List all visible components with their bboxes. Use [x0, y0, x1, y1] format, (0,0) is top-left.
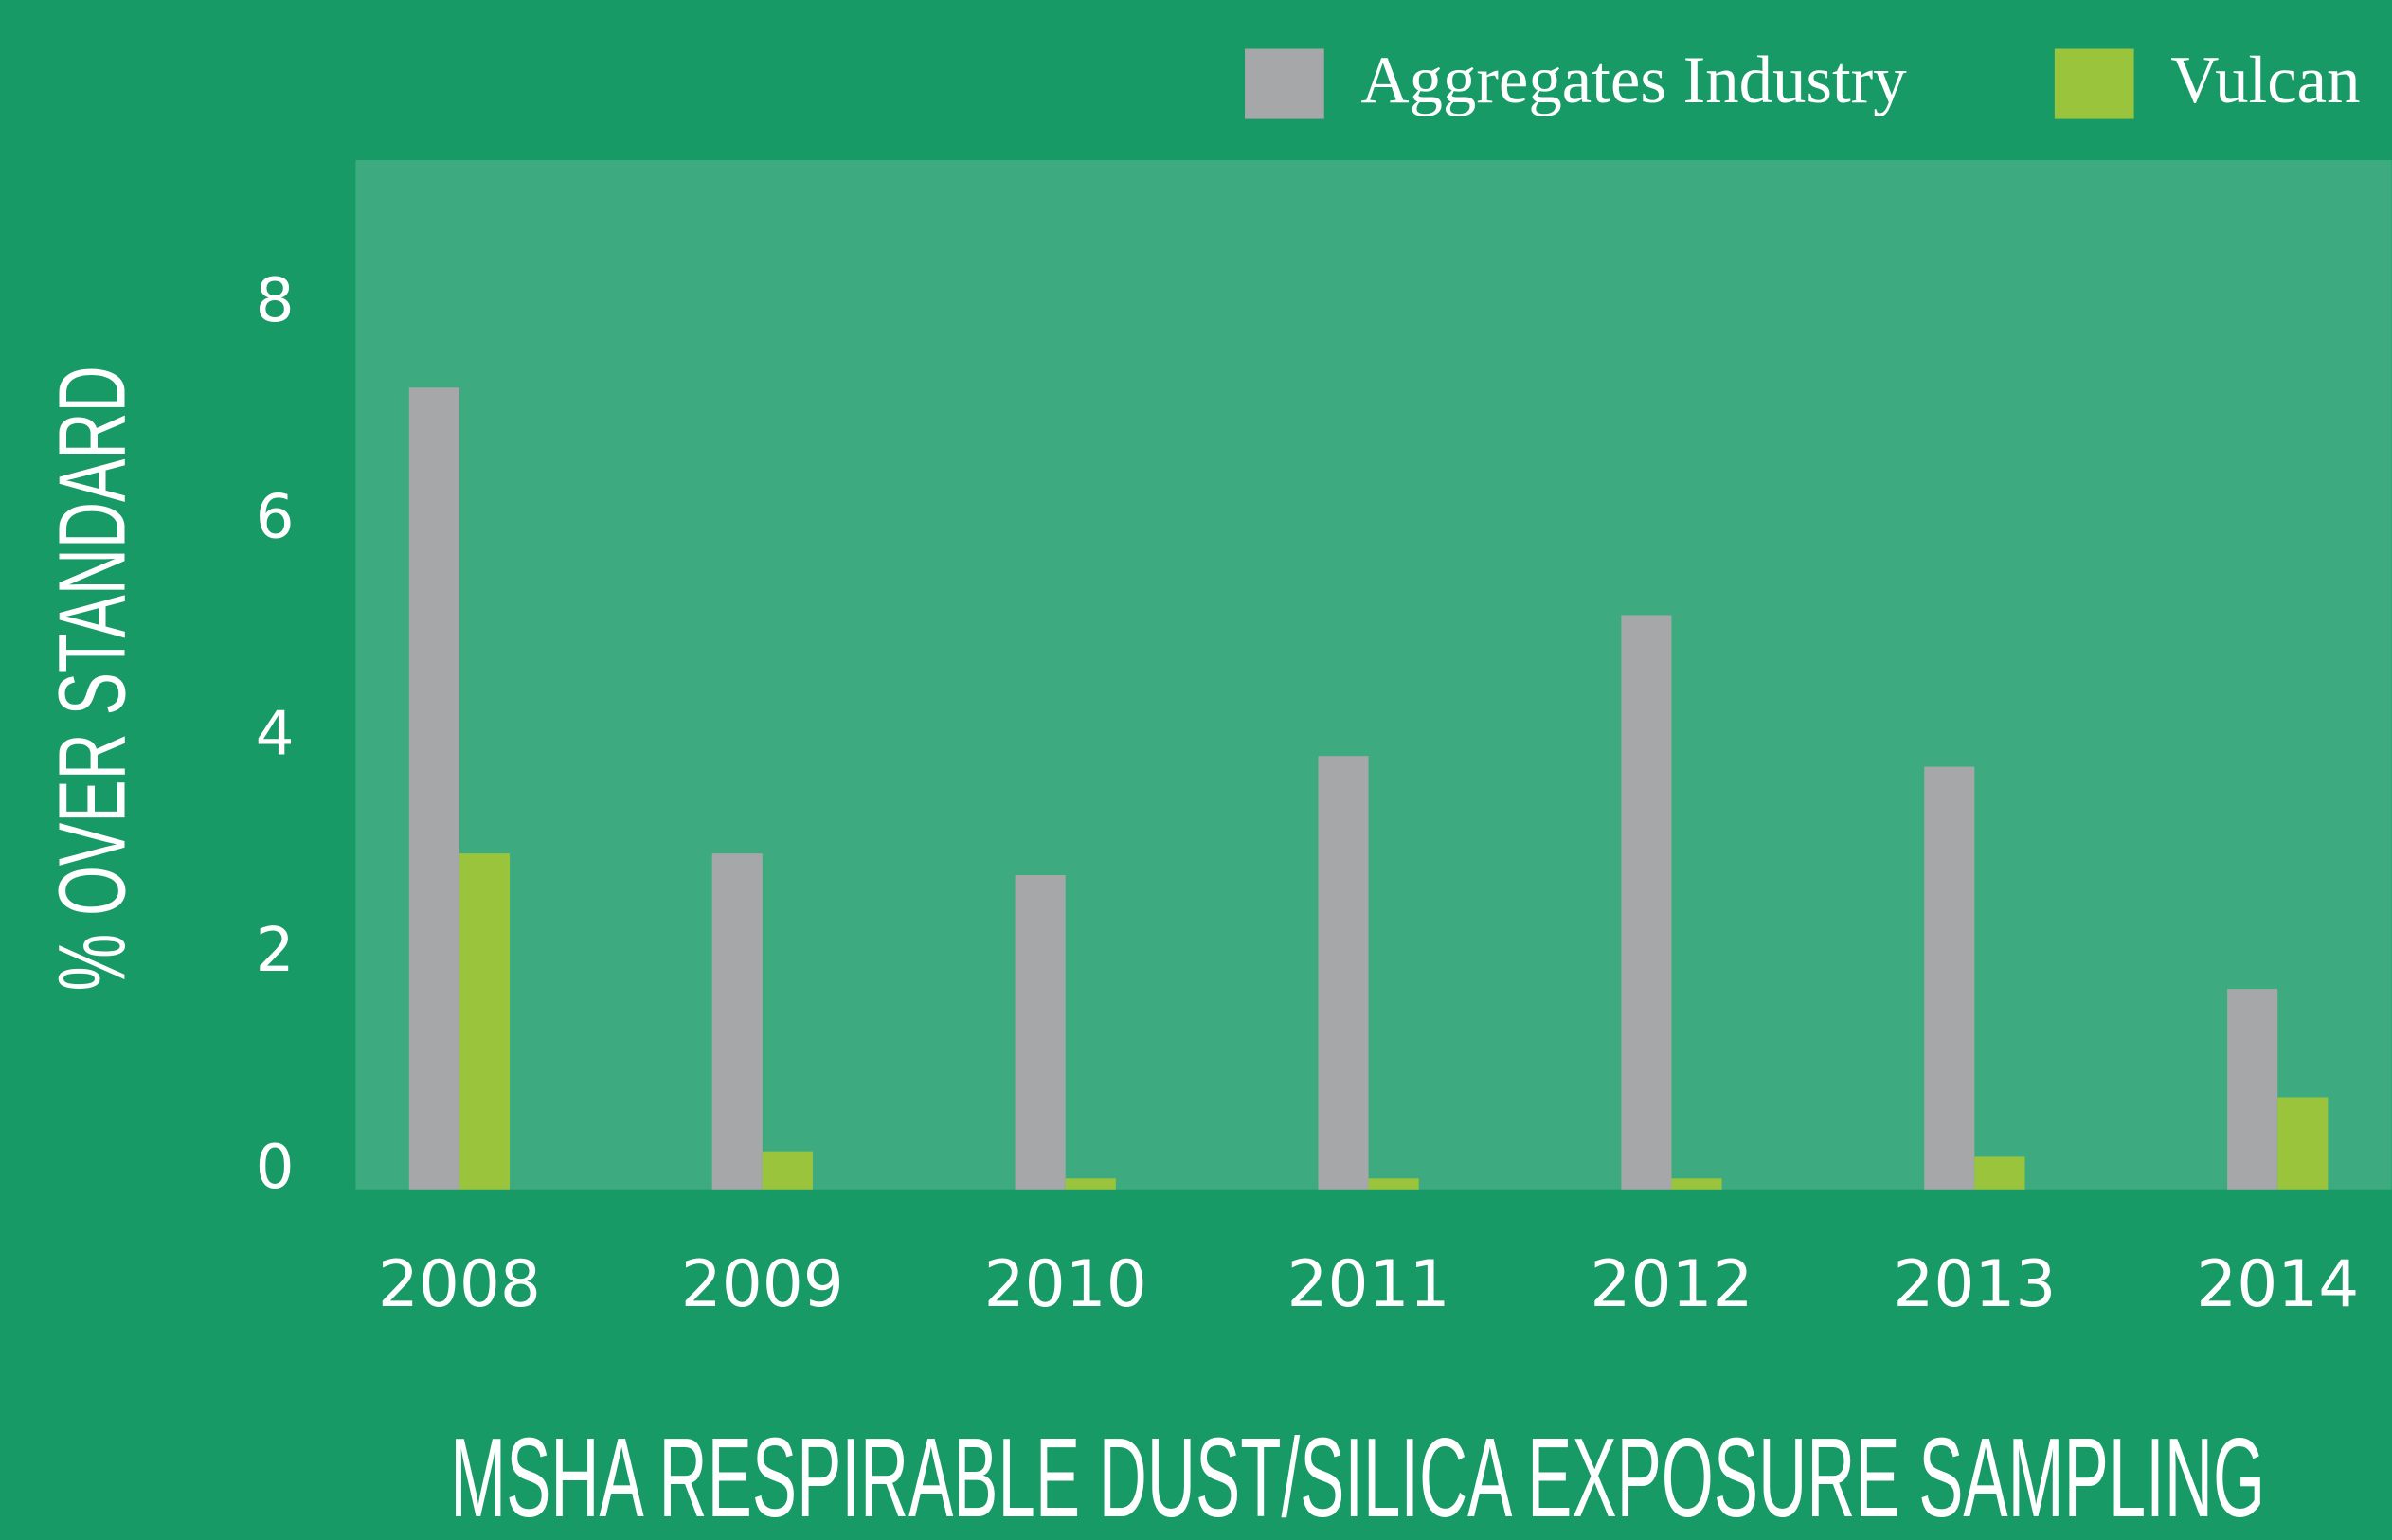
x-tick-label: 2014 — [2196, 1246, 2359, 1321]
y-axis-label: % OVER STANDARD — [40, 366, 145, 991]
x-tick-label: 2009 — [681, 1246, 844, 1321]
y-tick-label: 6 — [256, 482, 295, 553]
bar — [1368, 1178, 1419, 1190]
x-tick-label: 2013 — [1893, 1246, 2056, 1321]
legend-swatch — [1245, 48, 1324, 119]
bar — [1671, 1178, 1722, 1190]
bar — [408, 387, 459, 1190]
x-tick-label: 2012 — [1590, 1246, 1753, 1321]
y-tick-label: 2 — [256, 915, 295, 986]
bar — [1065, 1178, 1116, 1190]
bar — [459, 853, 511, 1190]
bar — [1621, 615, 1672, 1190]
bar — [1318, 756, 1369, 1190]
bar — [762, 1151, 813, 1190]
legend-swatch — [2054, 48, 2134, 119]
bar — [2227, 989, 2278, 1190]
y-tick-label: 8 — [256, 265, 295, 336]
y-tick-label: 0 — [256, 1132, 295, 1203]
bar — [1974, 1156, 2025, 1190]
y-tick-label: 4 — [256, 698, 295, 769]
bar — [2277, 1097, 2329, 1190]
bar — [1924, 766, 1975, 1190]
bar — [1015, 874, 1066, 1190]
x-tick-label: 2011 — [1287, 1246, 1450, 1321]
plot-area — [355, 160, 2392, 1190]
chart-title: MSHA RESPIRABLE DUST/SILICA EXPOSURE SAM… — [450, 1415, 2265, 1540]
x-tick-label: 2010 — [984, 1246, 1147, 1321]
x-tick-label: 2008 — [378, 1246, 541, 1321]
bar — [711, 853, 763, 1190]
legend-label: Aggregates Industry — [1360, 44, 1907, 117]
legend-label: Vulcan — [2170, 44, 2360, 117]
